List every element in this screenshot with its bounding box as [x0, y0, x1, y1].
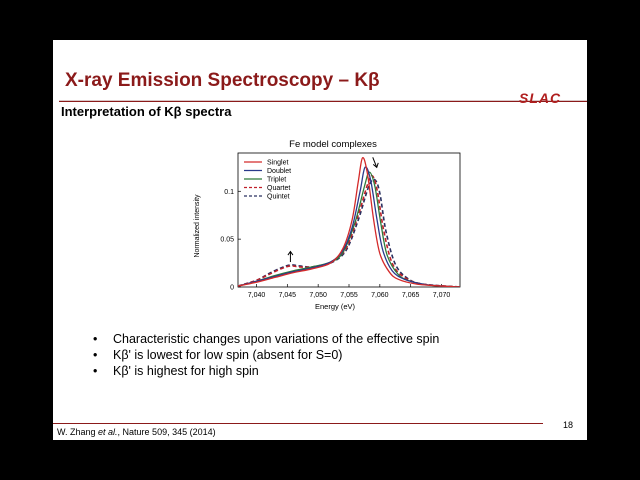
title-divider-shadow — [59, 100, 587, 101]
plot-area: 7,040 7,045 7,050 7,055 7,060 7,065 7,070 0 0.05… — [220, 152, 461, 299]
x-tick-label: 7,050 — [309, 292, 327, 299]
title-divider — [59, 101, 587, 102]
slide-title: X-ray Emission Spectroscopy – Kβ — [65, 70, 380, 91]
series-line-quartet — [238, 174, 460, 287]
spectrum-chart: Fe model complexes Normalized intensity … — [194, 139, 461, 311]
annotation-arrow-down-head — [372, 162, 379, 169]
x-tick-label: 7,065 — [402, 292, 420, 299]
bullet-item: Characteristic changes upon variations o… — [93, 331, 439, 347]
series-line-quintet — [238, 178, 460, 287]
annotation-arrow-up-head — [287, 250, 294, 256]
x-tick-label: 7,045 — [279, 292, 297, 299]
legend-label-triplet: Triplet — [267, 177, 286, 184]
legend-label-quartet: Quartet — [267, 185, 290, 192]
citation-author: W. Zhang — [57, 427, 99, 437]
page-number: 18 — [563, 420, 574, 430]
y-tick-label: 0 — [230, 285, 234, 292]
x-tick-label: 7,055 — [340, 292, 358, 299]
slide-subtitle: Interpretation of Kβ spectra — [61, 104, 232, 119]
y-tick-label: 0.1 — [224, 189, 234, 196]
legend-label-singlet: Singlet — [267, 160, 288, 167]
series-line-doublet — [238, 166, 460, 287]
citation: W. Zhang et al., Nature 509, 345 (2014) — [57, 427, 216, 437]
slac-logo: SLAC — [519, 90, 562, 106]
x-tick-label: 7,060 — [371, 292, 389, 299]
bullet-item: Kβ' is lowest for low spin (absent for S… — [93, 347, 439, 363]
footer-divider — [53, 423, 543, 424]
bullet-item: Kβ' is highest for high spin — [93, 363, 439, 379]
legend-label-quintet: Quintet — [267, 194, 290, 201]
bullet-list: Characteristic changes upon variations o… — [93, 331, 439, 379]
x-tick-label: 7,040 — [248, 292, 266, 299]
citation-rest: , Nature 509, 345 (2014) — [117, 427, 216, 437]
y-axis-label: Normalized intensity — [194, 194, 201, 258]
annotation-arrow-down — [372, 157, 378, 168]
x-axis-label: Energy (eV) — [315, 302, 356, 311]
chart-title: Fe model complexes — [289, 139, 377, 150]
series-line-singlet — [238, 157, 460, 287]
slide: X-ray Emission Spectroscopy – Kβ SLAC In… — [53, 40, 587, 440]
x-tick-label: 7,070 — [433, 292, 451, 299]
citation-et-al: et al. — [98, 427, 118, 437]
legend-label-doublet: Doublet — [267, 168, 291, 175]
y-tick-label: 0.05 — [220, 237, 234, 244]
